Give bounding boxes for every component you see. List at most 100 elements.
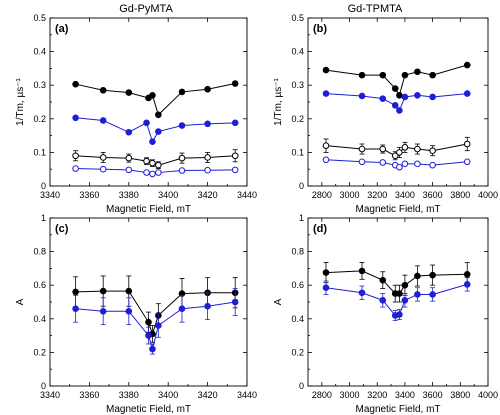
data-point bbox=[322, 269, 330, 276]
data-point bbox=[401, 71, 409, 79]
x-axis-label: Magnetic Field, mT bbox=[106, 404, 191, 415]
data-point bbox=[414, 145, 421, 153]
series-0 bbox=[72, 80, 239, 119]
series-3 bbox=[72, 165, 239, 178]
panel-label: (c) bbox=[55, 223, 69, 235]
y-tick-label: 0.2 bbox=[291, 347, 304, 357]
y-tick-label: 0.8 bbox=[33, 247, 46, 257]
data-point bbox=[379, 71, 387, 79]
data-point bbox=[358, 92, 366, 100]
title-gd-pymta: Gd-PyMTA bbox=[119, 3, 173, 15]
y-tick-label: 0.1 bbox=[291, 147, 304, 157]
data-point bbox=[401, 93, 409, 101]
data-point bbox=[231, 298, 239, 306]
y-axis-label: A bbox=[15, 298, 26, 305]
series-line bbox=[75, 117, 236, 143]
x-tick-label: 3420 bbox=[198, 190, 218, 200]
y-tick-label: 0.1 bbox=[33, 147, 46, 157]
series-line bbox=[75, 83, 236, 116]
y-tick-label: 0 bbox=[41, 381, 46, 391]
data-point bbox=[322, 156, 330, 164]
x-tick-label: 3340 bbox=[40, 390, 60, 400]
y-tick-label: 0.3 bbox=[291, 80, 304, 90]
data-point bbox=[463, 90, 471, 97]
data-point bbox=[149, 138, 156, 145]
x-tick-label: 3340 bbox=[40, 190, 60, 200]
chart-panels: 3340 3360 3380 3400 3420 3440 0 0.1 0.2 0.3 0.4 0.5… bbox=[15, 13, 498, 415]
data-point bbox=[463, 281, 471, 288]
data-point bbox=[204, 120, 211, 128]
data-point bbox=[145, 318, 152, 326]
data-point bbox=[391, 102, 399, 109]
data-point bbox=[396, 290, 403, 297]
chart-panel-a: 3340 3360 3380 3400 3420 3440 0 0.1 0.2 0.3 0.4 0.5… bbox=[15, 13, 257, 215]
data-point bbox=[401, 281, 409, 289]
data-point bbox=[231, 80, 239, 87]
panel-label: (a) bbox=[55, 23, 69, 35]
x-tick-label: 3380 bbox=[119, 390, 139, 400]
data-point bbox=[396, 163, 403, 171]
data-point bbox=[231, 166, 239, 174]
y-tick-label: 0.4 bbox=[291, 314, 304, 324]
y-tick-label: 0.6 bbox=[33, 280, 46, 290]
plot-frame bbox=[307, 17, 489, 187]
data-point bbox=[322, 90, 330, 97]
panel-label: (d) bbox=[313, 223, 327, 235]
data-point bbox=[414, 68, 421, 76]
data-point bbox=[178, 167, 186, 174]
data-point bbox=[125, 166, 133, 174]
y-tick-label: 0.6 bbox=[291, 280, 304, 290]
data-point bbox=[401, 144, 409, 151]
y-tick-label: 0.5 bbox=[291, 13, 304, 23]
x-tick-label: 3400 bbox=[158, 390, 178, 400]
y-tick-label: 0.2 bbox=[291, 114, 304, 124]
data-point bbox=[178, 122, 186, 129]
x-tick-label: 2800 bbox=[312, 390, 332, 400]
data-point bbox=[155, 169, 162, 176]
data-point bbox=[429, 93, 436, 101]
data-point bbox=[72, 114, 79, 122]
data-point bbox=[463, 61, 471, 69]
data-point bbox=[358, 158, 366, 166]
chart-panel-b: 2800 3000 3200 3400 3600 3800 4000 0 0.1 0.2 0.3 0.… bbox=[273, 13, 498, 215]
data-point bbox=[429, 71, 436, 79]
x-tick-label: 3800 bbox=[450, 390, 470, 400]
y-tick-label: 0.3 bbox=[33, 80, 46, 90]
series-0 bbox=[322, 262, 471, 303]
x-tick-label: 3420 bbox=[198, 390, 218, 400]
data-point bbox=[155, 161, 162, 169]
data-point bbox=[414, 160, 421, 168]
data-point bbox=[379, 145, 387, 153]
series-line bbox=[75, 290, 236, 336]
x-tick-label: 3600 bbox=[423, 190, 443, 200]
data-point bbox=[231, 152, 239, 160]
data-point bbox=[401, 160, 409, 168]
data-point bbox=[125, 287, 133, 295]
series-0 bbox=[322, 61, 471, 99]
data-point bbox=[204, 302, 211, 310]
data-point bbox=[401, 297, 409, 304]
data-point bbox=[463, 158, 471, 166]
series-1 bbox=[322, 277, 471, 321]
data-point bbox=[391, 85, 399, 92]
data-point bbox=[204, 166, 211, 174]
x-tick-label: 3400 bbox=[395, 390, 415, 400]
series-3 bbox=[322, 156, 471, 171]
x-tick-label: 3200 bbox=[367, 190, 387, 200]
data-point bbox=[429, 271, 436, 279]
title-gd-tpmta: Gd-TPMTA bbox=[348, 3, 403, 15]
x-tick-label: 3400 bbox=[158, 190, 178, 200]
y-axis-label: 1/Tm, µs⁻¹ bbox=[15, 77, 26, 125]
data-point bbox=[414, 272, 421, 280]
data-point bbox=[379, 159, 387, 166]
y-tick-label: 0.4 bbox=[33, 47, 46, 57]
data-point bbox=[99, 165, 107, 173]
x-axis-label: Magnetic Field, mT bbox=[106, 204, 191, 215]
data-point bbox=[358, 267, 366, 275]
data-point bbox=[99, 117, 107, 124]
data-point bbox=[149, 170, 156, 178]
x-tick-label: 3380 bbox=[119, 190, 139, 200]
data-point bbox=[99, 86, 107, 94]
data-point bbox=[379, 95, 387, 102]
x-tick-label: 3000 bbox=[340, 190, 360, 200]
